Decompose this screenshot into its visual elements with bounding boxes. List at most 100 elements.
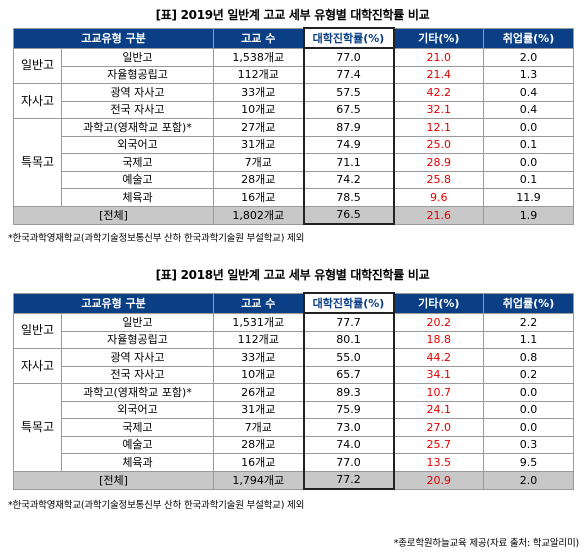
school-type-cell: 체육과 [61, 188, 214, 207]
school-type-cell: 자율형공립고 [61, 65, 214, 84]
table-row: 체육과 16개교 77.0 13.5 9.5 [14, 453, 574, 472]
employment-rate-cell: 0.1 [483, 170, 574, 189]
header-school-count: 고교 수 [213, 27, 304, 49]
college-rate-cell: 74.0 [302, 435, 395, 454]
header-school-type: 고교유형 구분 [13, 292, 214, 314]
other-rate-cell: 21.6 [393, 205, 484, 225]
header-school-count: 고교 수 [213, 292, 304, 314]
table-row: 국제고 7개교 73.0 27.0 0.0 [14, 418, 574, 437]
school-count-cell: 31개교 [213, 400, 304, 419]
group-label: 자사고 [13, 348, 62, 384]
table-row: 자율형공립고 112개교 77.4 21.4 1.3 [14, 65, 574, 84]
other-rate-cell: 18.8 [393, 330, 484, 349]
table-row: 자사고 광역 자사고 33개교 55.0 44.2 0.8 [13, 348, 574, 384]
employment-rate-cell: 0.2 [483, 365, 574, 384]
school-count-cell: 7개교 [213, 418, 304, 437]
college-rate-cell: 77.7 [302, 312, 395, 332]
school-type-cell: 광역 자사고 [61, 83, 214, 102]
group-label: 일반고 [13, 47, 62, 84]
table-row: 전국 자사고 10개교 65.7 34.1 0.2 [14, 365, 574, 384]
college-rate-cell: 71.1 [302, 153, 395, 172]
school-count-cell: 10개교 [213, 100, 304, 119]
school-count-cell: 33개교 [213, 348, 304, 367]
school-count-cell: 31개교 [213, 135, 304, 154]
college-rate-cell: 74.9 [302, 135, 395, 154]
school-count-cell: 26개교 [213, 383, 304, 402]
employment-rate-cell: 0.1 [483, 135, 574, 154]
table-2019-title: [표] 2019년 일반계 고교 세부 유형별 대학진학률 비교 [155, 8, 430, 22]
other-rate-cell: 10.7 [393, 383, 484, 402]
table-row: 외국어고 31개교 74.9 25.0 0.1 [14, 135, 574, 154]
table-row: 체육과 16개교 78.5 9.6 11.9 [14, 188, 574, 207]
table-row: 국제고 7개교 71.1 28.9 0.0 [14, 153, 574, 172]
other-rate-cell: 20.9 [393, 470, 484, 490]
table-2018-footnote: *한국과학영재학교(과학기술정보통신부 산하 한국과학기술원 부설학교) 제외 [8, 500, 305, 511]
school-count-cell: 33개교 [213, 83, 304, 102]
college-rate-cell: 57.5 [302, 83, 395, 102]
college-rate-cell: 80.1 [302, 330, 395, 349]
header-college-rate: 대학진학률(%) [302, 27, 395, 49]
other-rate-cell: 25.7 [393, 435, 484, 454]
school-type-cell: 전국 자사고 [61, 100, 214, 119]
table-2019-footnote: *한국과학영재학교(과학기술정보통신부 산하 한국과학기술원 부설학교) 제외 [8, 233, 305, 244]
other-rate-cell: 20.2 [393, 312, 484, 332]
employment-rate-cell: 2.0 [483, 470, 574, 490]
employment-rate-cell: 1.3 [483, 65, 574, 84]
other-rate-cell: 21.4 [393, 65, 484, 84]
employment-rate-cell: 9.5 [483, 453, 574, 472]
table-row: 전국 자사고 10개교 67.5 32.1 0.4 [14, 100, 574, 119]
source-note: *종로학원하늘교육 제공(자료 출처: 학교알리미) [393, 538, 579, 549]
other-rate-cell: 21.0 [393, 47, 484, 67]
school-type-cell: 자율형공립고 [61, 330, 214, 349]
employment-rate-cell: 0.0 [483, 400, 574, 419]
employment-rate-cell: 11.9 [483, 188, 574, 207]
college-rate-cell: 89.3 [302, 383, 395, 402]
school-count-cell: 28개교 [213, 435, 304, 454]
college-rate-cell: 75.9 [302, 400, 395, 419]
employment-rate-cell: 0.4 [483, 83, 574, 102]
employment-rate-cell: 0.3 [483, 435, 574, 454]
other-rate-cell: 34.1 [393, 365, 484, 384]
employment-rate-cell: 0.0 [483, 153, 574, 172]
college-rate-cell: 76.5 [302, 205, 395, 225]
header-school-type: 고교유형 구분 [13, 27, 214, 49]
other-rate-cell: 9.6 [393, 188, 484, 207]
group-label: 자사고 [13, 83, 62, 119]
total-row: [전체] 1,802개교 76.5 21.6 1.9 [13, 205, 574, 225]
table-row: 특목고 과학고(영재학교 포함)* 26개교 89.3 10.7 0.0 [13, 383, 574, 472]
employment-rate-cell: 0.0 [483, 118, 574, 137]
employment-rate-cell: 0.4 [483, 100, 574, 119]
school-count-cell: 112개교 [213, 330, 304, 349]
school-count-cell: 1,794개교 [213, 470, 304, 490]
school-type-cell: 전국 자사고 [61, 365, 214, 384]
employment-rate-cell: 2.2 [483, 312, 574, 332]
employment-rate-cell: 0.0 [483, 418, 574, 437]
other-rate-cell: 28.9 [393, 153, 484, 172]
school-count-cell: 1,802개교 [213, 205, 304, 225]
table-row: 자사고 광역 자사고 33개교 57.5 42.2 0.4 [13, 83, 574, 119]
school-type-cell: 예술고 [61, 435, 214, 454]
header-other-rate: 기타(%) [393, 27, 484, 49]
school-count-cell: 28개교 [213, 170, 304, 189]
school-count-cell: 16개교 [213, 453, 304, 472]
total-row: [전체] 1,794개교 77.2 20.9 2.0 [13, 470, 574, 490]
college-rate-cell: 55.0 [302, 348, 395, 367]
school-type-cell: 과학고(영재학교 포함)* [61, 118, 214, 137]
college-rate-cell: 67.5 [302, 100, 395, 119]
other-rate-cell: 13.5 [393, 453, 484, 472]
school-type-cell: 외국어고 [61, 400, 214, 419]
table-2019: 고교유형 구분 고교 수 대학진학률(%) 기타(%) 취업률(%) 일반고 일반… [13, 27, 574, 225]
header-other-rate: 기타(%) [393, 292, 484, 314]
school-count-cell: 10개교 [213, 365, 304, 384]
other-rate-cell: 42.2 [393, 83, 484, 102]
header-employment-rate: 취업률(%) [483, 27, 574, 49]
college-rate-cell: 65.7 [302, 365, 395, 384]
group-label: 특목고 [13, 118, 62, 207]
table-row: 일반고 일반고 1,531개교 77.7 20.2 2.2 [13, 312, 574, 349]
school-type-cell: 과학고(영재학교 포함)* [61, 383, 214, 402]
table-row: 자율형공립고 112개교 80.1 18.8 1.1 [14, 330, 574, 349]
employment-rate-cell: 1.1 [483, 330, 574, 349]
school-type-cell: 국제고 [61, 153, 214, 172]
other-rate-cell: 32.1 [393, 100, 484, 119]
table-row: 예술고 28개교 74.2 25.8 0.1 [14, 170, 574, 189]
